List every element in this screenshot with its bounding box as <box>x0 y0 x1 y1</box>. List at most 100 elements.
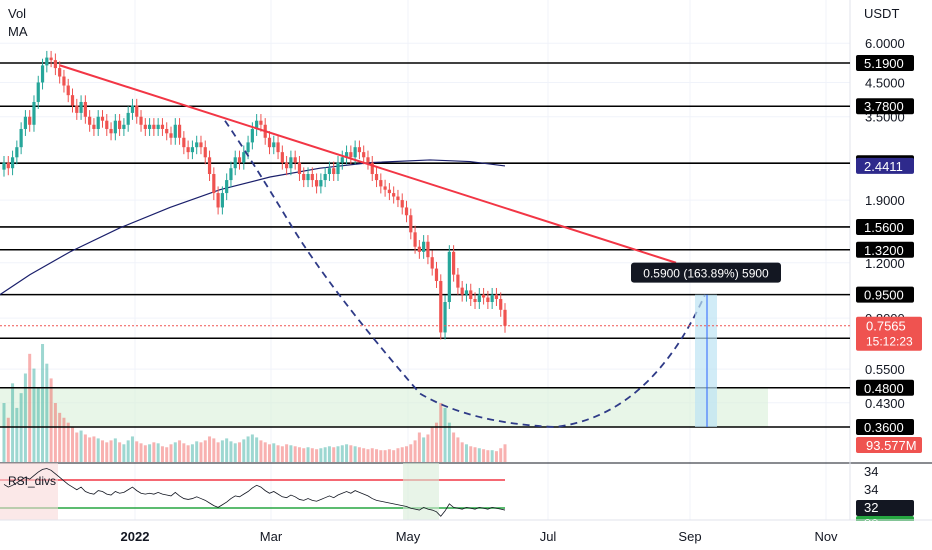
candle <box>323 174 327 181</box>
candle <box>413 232 417 247</box>
x-axis-bg <box>0 521 932 550</box>
volume-bar <box>186 445 190 462</box>
candle <box>404 207 409 216</box>
candle <box>109 128 113 134</box>
candle <box>212 174 216 194</box>
volume-bar <box>486 450 490 462</box>
volume-bar <box>503 444 507 462</box>
rsi-highlight-right <box>403 463 439 520</box>
candle <box>58 68 62 77</box>
volume-bar <box>400 447 404 462</box>
volume-bar <box>212 438 216 462</box>
candle <box>477 294 481 303</box>
candle <box>173 124 177 138</box>
rsi-line[interactable] <box>3 468 506 517</box>
volume-bar <box>460 442 464 462</box>
level-tag[interactable] <box>856 218 914 235</box>
volume-bar <box>130 436 134 462</box>
candle <box>469 290 473 300</box>
candle <box>319 180 323 187</box>
candle <box>36 82 40 102</box>
trendline[interactable] <box>59 64 677 264</box>
volume-value-text: 93.577M <box>866 438 917 453</box>
candle <box>490 294 494 303</box>
candle <box>310 174 314 181</box>
candle <box>139 116 143 125</box>
candle <box>186 147 190 153</box>
candle <box>96 116 100 129</box>
candle <box>456 274 460 288</box>
current-price-tag[interactable] <box>856 316 922 351</box>
rsi-legend-label[interactable]: RSI_divs <box>8 474 57 488</box>
candle <box>259 120 263 125</box>
volume-bar <box>36 388 40 462</box>
projection-arc[interactable] <box>224 120 706 428</box>
level-tag[interactable] <box>856 419 914 435</box>
candle <box>267 137 272 148</box>
candle <box>340 157 344 163</box>
candle <box>83 101 87 117</box>
volume-bar <box>190 444 194 462</box>
volume-bar <box>229 441 233 462</box>
volume-bar <box>332 447 336 462</box>
candle <box>392 193 396 197</box>
candle <box>182 137 186 148</box>
y-tick-label: 1.9000 <box>865 193 905 208</box>
level-tag-text: 1.3200 <box>864 243 904 258</box>
volume-bar <box>160 446 164 462</box>
measure-box[interactable] <box>695 294 717 427</box>
volume-bar <box>409 444 413 462</box>
x-tick-label: Sep <box>678 529 701 544</box>
volume-bar <box>62 417 66 462</box>
level-tag[interactable] <box>856 98 914 115</box>
candle <box>118 120 122 129</box>
candle <box>250 128 254 143</box>
candle <box>481 294 486 298</box>
level-tag-text: 3.7800 <box>864 99 904 114</box>
ma-value-tag[interactable] <box>856 157 914 174</box>
candle <box>169 133 173 138</box>
volume-bar <box>250 434 254 462</box>
candle <box>374 174 379 181</box>
candle <box>280 152 284 163</box>
candle <box>289 157 293 169</box>
candle <box>396 196 400 201</box>
volume-bar <box>379 450 383 462</box>
volume-bar <box>242 439 246 462</box>
volume-bar <box>319 448 323 462</box>
ma-legend-label[interactable]: MA <box>8 24 28 39</box>
volume-legend-label[interactable]: Vol <box>8 6 27 21</box>
candle <box>426 241 430 258</box>
candle <box>246 142 250 153</box>
volume-bar <box>327 446 331 462</box>
volume-bar <box>208 436 212 462</box>
candle <box>216 193 220 208</box>
volume-bar <box>195 441 199 462</box>
level-tag[interactable] <box>856 379 914 396</box>
volume-value-tag[interactable] <box>856 437 922 453</box>
volume-bar <box>375 449 379 462</box>
candle <box>233 157 237 169</box>
candle <box>126 112 130 125</box>
candle <box>70 95 75 106</box>
candle <box>160 124 165 129</box>
candle <box>45 57 49 66</box>
ma-line[interactable] <box>0 159 506 296</box>
volume-bar <box>362 448 366 462</box>
measure-tooltip-bg <box>631 262 781 283</box>
candle <box>220 193 224 208</box>
volume-bar <box>499 448 503 462</box>
level-tag[interactable] <box>856 286 914 303</box>
level-tag[interactable] <box>856 55 914 71</box>
level-tag[interactable] <box>856 241 914 258</box>
volume-bar <box>233 443 237 462</box>
volume-bar <box>139 443 143 462</box>
candle <box>379 180 383 187</box>
candle <box>447 251 451 303</box>
candle <box>336 162 340 175</box>
candle <box>503 309 507 326</box>
volume-bar <box>100 440 104 462</box>
candle <box>105 120 109 129</box>
candle <box>422 241 426 252</box>
